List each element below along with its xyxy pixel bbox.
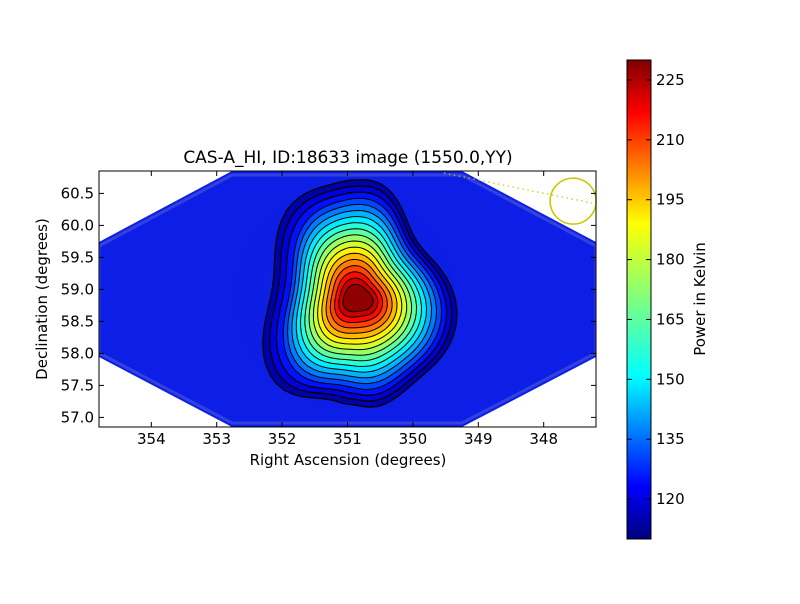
y-tick-label: 59.0 (61, 280, 94, 298)
contour-level (342, 283, 374, 313)
chart-title: CAS-A_HI, ID:18633 image (1550.0,YY) (183, 148, 512, 168)
x-tick-label: 352 (268, 430, 297, 448)
y-tick-label: 57.5 (61, 376, 94, 394)
y-tick-label: 59.5 (61, 248, 94, 266)
colorbar-label: Power in Kelvin (691, 242, 709, 356)
colorbar-tick-label: 135 (656, 430, 685, 448)
colorbar-tick-label: 120 (656, 490, 685, 508)
colorbar-tick-label: 210 (656, 131, 685, 149)
colorbar-tick-label: 165 (656, 310, 685, 328)
colorbar: 120 135 150 165 180 195 210 225 Power in Kelvin (626, 59, 709, 540)
heatmap-contours (262, 179, 458, 408)
y-tick-label: 60.0 (61, 216, 94, 234)
y-tick-label: 58.0 (61, 344, 94, 362)
y-axis-label: Declination (degrees) (33, 218, 51, 380)
colorbar-tick-label: 225 (656, 71, 685, 89)
x-tick-label: 354 (137, 430, 166, 448)
x-tick-label: 353 (202, 430, 231, 448)
y-tick-label: 60.5 (61, 184, 94, 202)
colorbar-tick-label: 195 (656, 191, 685, 209)
x-tick-label: 348 (529, 430, 558, 448)
x-tick-label: 350 (399, 430, 428, 448)
y-tick-label: 58.5 (61, 312, 94, 330)
x-axis-label: Right Ascension (degrees) (250, 451, 447, 469)
beam-track-line (443, 172, 593, 204)
x-tick-label: 351 (333, 430, 362, 448)
x-tick-label: 349 (464, 430, 493, 448)
y-axis: 57.0 57.5 58.0 58.5 59.0 59.5 60.0 60.5 (61, 184, 596, 426)
y-tick-label: 57.0 (61, 408, 94, 426)
plot-area (99, 171, 596, 427)
colorbar-gradient (626, 59, 652, 540)
colorbar-ticks: 120 135 150 165 180 195 210 225 (627, 71, 685, 508)
colorbar-tick-label: 150 (656, 370, 685, 388)
x-axis: 354 353 352 351 350 349 348 (137, 171, 558, 448)
colorbar-tick-label: 180 (656, 251, 685, 269)
